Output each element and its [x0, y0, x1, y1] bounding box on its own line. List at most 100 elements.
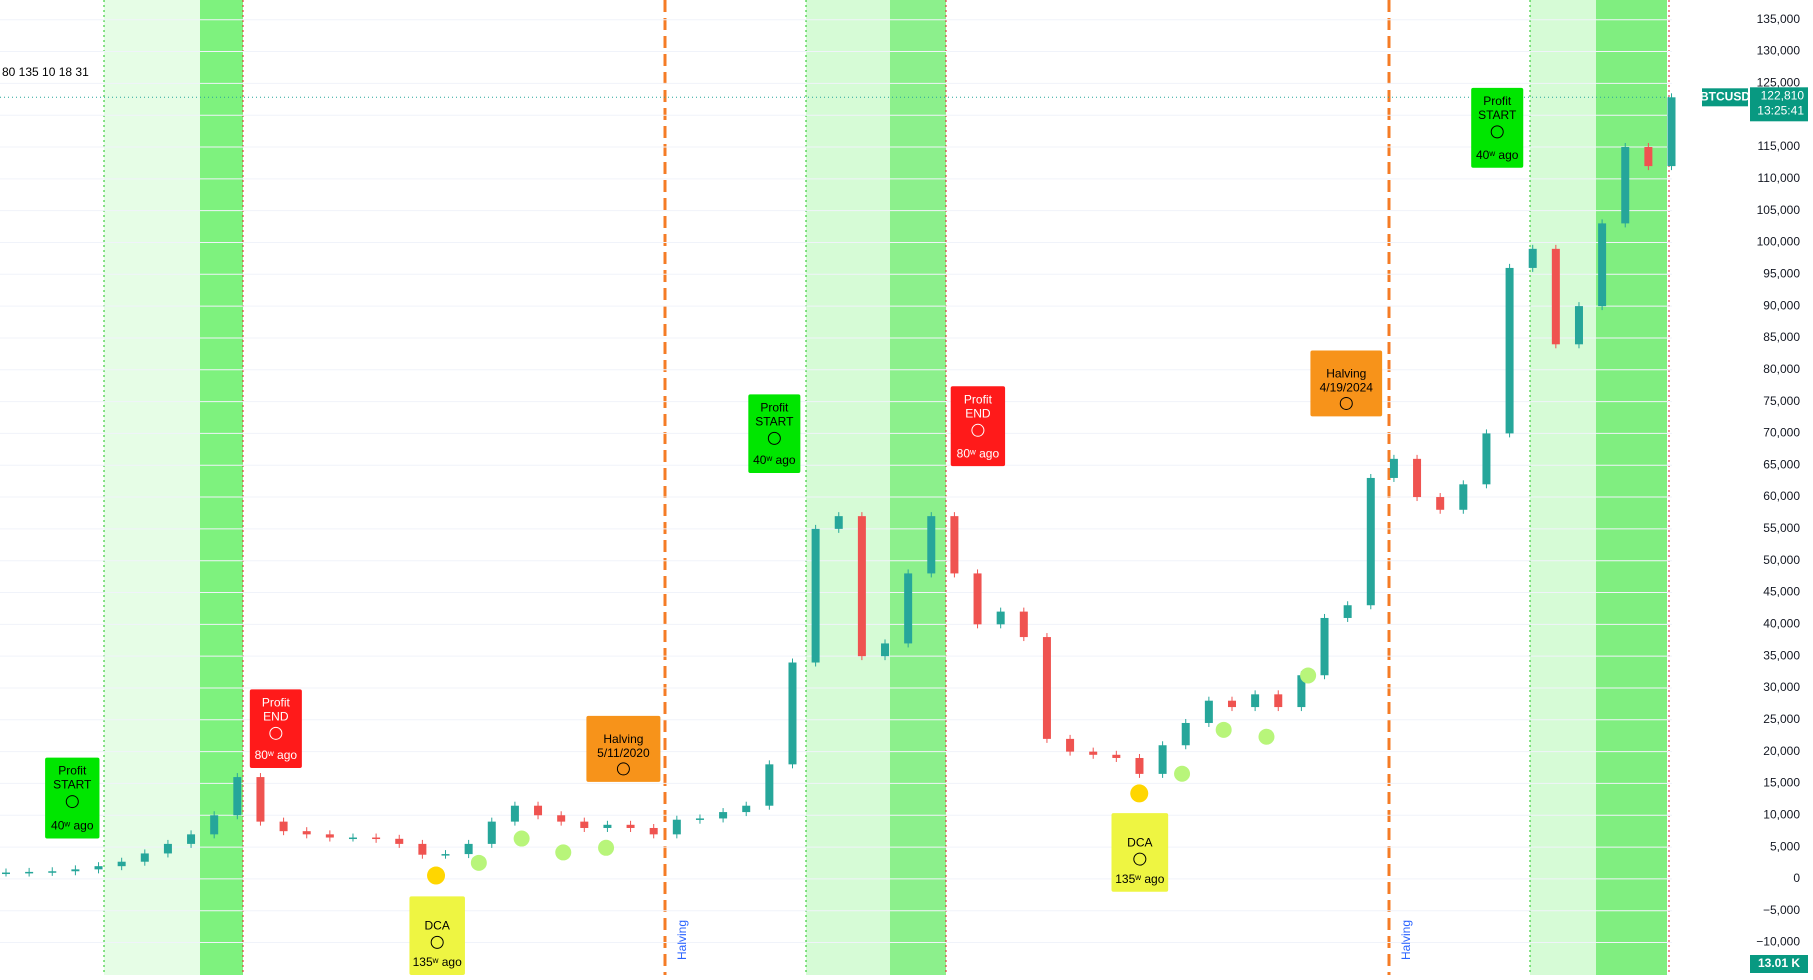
profit-zone-peak — [1596, 0, 1667, 975]
symbol-text: BTCUSD — [1700, 89, 1750, 103]
y-tick-label: 30,000 — [1763, 680, 1800, 694]
annotation-text: Profit — [964, 392, 993, 406]
annotation-text: Halving — [1326, 367, 1366, 381]
y-tick-label: 135,000 — [1757, 12, 1801, 26]
countdown-text: 13:25:41 — [1757, 103, 1804, 117]
dca-dot — [1174, 765, 1191, 782]
y-tick-label: 15,000 — [1763, 776, 1800, 790]
candle — [1320, 617, 1329, 676]
y-tick-label: 110,000 — [1758, 171, 1801, 185]
y-tick-label: 5,000 — [1770, 839, 1800, 853]
candle — [672, 819, 681, 835]
candle — [1274, 694, 1283, 708]
candle — [1135, 757, 1144, 774]
annotation-text: 40ʷ ago — [51, 819, 94, 833]
candle — [372, 837, 381, 840]
candle — [1181, 722, 1190, 746]
y-tick-label: 55,000 — [1763, 521, 1800, 535]
candle — [1251, 694, 1260, 708]
candle — [1066, 738, 1075, 752]
annotation-icon — [1339, 396, 1353, 410]
candle — [973, 573, 982, 625]
annotation-box — [45, 757, 100, 839]
annotation-text: Profit — [1483, 94, 1512, 108]
candle — [1551, 248, 1560, 345]
dca-dot — [427, 866, 446, 885]
annotation-box — [748, 394, 801, 474]
annotation-box — [950, 386, 1006, 467]
dca-dot — [598, 839, 615, 856]
dca-dot — [1300, 667, 1317, 684]
candle — [603, 824, 612, 828]
candle — [1667, 97, 1676, 167]
candle — [163, 843, 172, 854]
candle — [1436, 497, 1445, 510]
candle — [94, 866, 103, 870]
candle — [233, 777, 242, 816]
dca-dot — [470, 854, 487, 871]
annotation-text: END — [965, 406, 991, 420]
candle — [48, 871, 57, 873]
y-tick-label: 115,000 — [1758, 139, 1801, 153]
candle — [765, 764, 774, 806]
y-tick-label: 95,000 — [1763, 266, 1800, 280]
annotation-text: Profit — [262, 696, 291, 710]
y-tick-label: 65,000 — [1763, 457, 1800, 471]
annotation-icon — [1133, 852, 1147, 866]
annotation-text: 40ʷ ago — [753, 453, 796, 467]
candle — [348, 837, 357, 840]
annotation-text: Profit — [58, 764, 87, 778]
candle — [904, 573, 913, 644]
dca-dot — [1258, 728, 1275, 745]
candle — [1574, 306, 1583, 345]
candle — [140, 853, 149, 862]
candle — [1598, 223, 1607, 307]
annotation-icon — [430, 935, 444, 949]
candle — [2, 872, 10, 875]
y-tick-label: 20,000 — [1763, 744, 1800, 758]
y-tick-label: 40,000 — [1763, 617, 1800, 631]
volume-tag — [1750, 955, 1808, 973]
candle — [834, 516, 843, 529]
y-tick-label: 70,000 — [1763, 426, 1800, 440]
candle — [1528, 248, 1537, 268]
candle — [811, 528, 820, 663]
candle — [210, 815, 219, 835]
annotation-icon — [1490, 125, 1504, 139]
dca-dot — [513, 830, 530, 847]
y-tick-label: 10,000 — [1763, 807, 1800, 821]
candle — [927, 516, 936, 574]
candle — [996, 611, 1005, 625]
annotation-text: 135ʷ ago — [413, 955, 462, 969]
candle — [1482, 433, 1491, 485]
annotation-icon — [971, 423, 985, 437]
candle — [71, 869, 80, 872]
candle — [742, 805, 751, 813]
annotation-text: Halving — [603, 732, 643, 746]
candle — [534, 805, 543, 816]
annotation-text: 80ʷ ago — [255, 748, 298, 762]
halving-tag: Halving — [1399, 920, 1413, 960]
candle — [857, 516, 866, 657]
candle — [626, 824, 635, 828]
candle — [649, 827, 658, 835]
candle — [256, 777, 265, 822]
candle — [187, 834, 196, 844]
candle — [788, 662, 797, 765]
candle — [25, 871, 34, 874]
candle — [1343, 605, 1352, 618]
candle — [950, 516, 959, 574]
annotation-text: START — [1478, 108, 1517, 122]
y-tick-label: 125,000 — [1757, 76, 1801, 90]
candle — [418, 843, 427, 855]
dca-dot — [555, 844, 572, 861]
y-tick-label: 25,000 — [1763, 712, 1800, 726]
profit-zone-peak — [200, 0, 243, 975]
annotation-box — [1471, 87, 1524, 168]
candle — [325, 834, 334, 838]
candle — [695, 818, 704, 820]
candle — [1389, 458, 1398, 478]
y-tick-label: 50,000 — [1763, 553, 1800, 567]
annotation-icon — [616, 762, 630, 776]
